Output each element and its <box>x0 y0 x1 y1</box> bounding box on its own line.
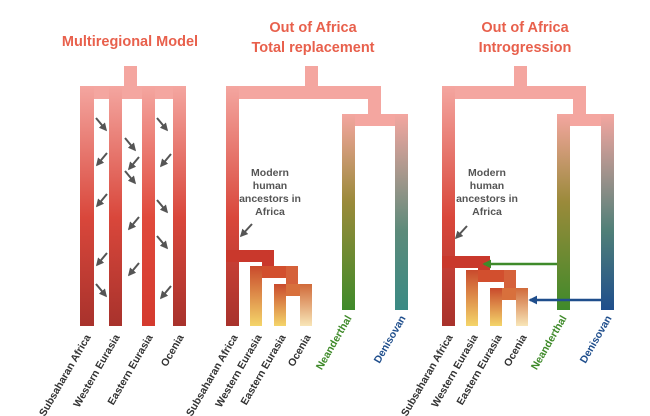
panel-3-title-line-2: Introgression <box>479 40 572 56</box>
down-left-arrow-icon <box>239 223 253 238</box>
lineage-western-eurasia <box>109 86 122 326</box>
eurasia-split-bar <box>466 270 516 282</box>
down-left-arrow-icon <box>127 216 140 231</box>
down-right-arrow-icon <box>156 199 169 214</box>
tree-root-bar <box>80 86 186 99</box>
introgression-tree <box>442 66 614 326</box>
annotation-line-3: ancestors in <box>239 193 301 205</box>
leaf-label-subsaharan-africa: Subsaharan Africa <box>37 332 94 416</box>
archaic-split-bar <box>557 114 613 126</box>
panel-2-title-line-1: Out of Africa <box>269 20 357 36</box>
leaf-label-neanderthal: Neanderthal <box>314 313 355 372</box>
lineage-subsaharan-africa <box>226 86 239 326</box>
annotation-line-2: human <box>253 180 287 192</box>
down-left-arrow-icon <box>95 252 108 267</box>
panel-3-annotation: Modern human ancestors in Africa <box>454 167 518 240</box>
lineage-eastern-eurasia <box>142 86 155 326</box>
down-right-arrow-icon <box>95 117 108 132</box>
tree-root-bar <box>226 86 380 99</box>
lineage-subsaharan-africa <box>80 86 94 326</box>
leaf-label-ocenia: Ocenia <box>502 332 530 368</box>
panel-3-title-line-1: Out of Africa <box>481 20 569 36</box>
panel-2-annotation: Modern human ancestors in Africa <box>239 167 301 238</box>
down-left-arrow-icon <box>127 156 140 171</box>
panel-total-replacement: Out of Africa Total replacement Modern h… <box>184 20 409 416</box>
panel-1-title: Multiregional Model <box>62 34 198 50</box>
tree-root-stem <box>124 66 137 92</box>
down-right-arrow-icon <box>156 235 169 250</box>
down-right-arrow-icon <box>156 117 169 132</box>
down-left-arrow-icon <box>454 225 468 240</box>
down-right-arrow-icon <box>124 170 137 185</box>
archaic-stem <box>573 86 586 120</box>
lineage-neanderthal <box>342 114 355 310</box>
annotation-line-4: Africa <box>255 206 285 218</box>
down-left-arrow-icon <box>95 193 108 208</box>
tree-root-stem <box>305 66 318 92</box>
lineage-ocenia <box>300 284 312 326</box>
lineage-subsaharan-africa <box>442 86 455 326</box>
replacement-tree <box>226 66 408 326</box>
panel-1-leaf-labels: Subsaharan Africa Western Eurasia Easter… <box>37 332 187 416</box>
panel-2-leaf-labels: Subsaharan Africa Western Eurasia Easter… <box>184 313 409 416</box>
annotation-line-1: Modern <box>251 167 289 179</box>
annotation-line-3: ancestors in <box>456 193 518 205</box>
tree-root-stem <box>514 66 527 92</box>
leaf-label-denisovan: Denisovan <box>578 314 615 366</box>
lineage-eastern-eurasia <box>274 284 286 326</box>
leaf-label-neanderthal: Neanderthal <box>529 313 570 372</box>
down-left-arrow-icon <box>159 153 172 168</box>
down-left-arrow-icon <box>95 152 108 167</box>
down-right-arrow-icon <box>124 137 137 152</box>
down-left-arrow-icon <box>127 262 140 277</box>
lineage-ocenia <box>173 86 186 326</box>
annotation-line-1: Modern <box>468 167 506 179</box>
lineage-neanderthal <box>557 114 570 310</box>
introgression-arrows <box>482 259 601 305</box>
modern-human-split-stem <box>262 250 274 270</box>
tree-root-bar <box>442 86 586 99</box>
archaic-split-bar <box>342 114 408 126</box>
lineage-eastern-eurasia <box>490 288 502 326</box>
lineage-denisovan <box>395 114 408 310</box>
annotation-line-4: Africa <box>472 206 502 218</box>
archaic-stem <box>368 86 381 120</box>
panel-multiregional: Multiregional Model <box>37 34 198 416</box>
panel-3-leaf-labels: Subsaharan Africa Western Eurasia Easter… <box>399 313 615 416</box>
lineage-denisovan <box>601 114 614 310</box>
eastern-split-stem <box>504 270 516 292</box>
panel-introgression: Out of Africa Introgression Modern hu <box>399 20 615 416</box>
lineage-western-eurasia <box>466 270 478 326</box>
panel-2-title-line-2: Total replacement <box>251 40 374 56</box>
lineage-ocenia <box>516 288 528 326</box>
leaf-label-denisovan: Denisovan <box>372 314 409 366</box>
lineage-western-eurasia <box>250 266 262 326</box>
leaf-label-ocenia: Ocenia <box>286 332 314 368</box>
leaf-label-ocenia: Ocenia <box>159 332 187 368</box>
down-left-arrow-icon <box>159 285 172 300</box>
down-right-arrow-icon <box>95 283 108 298</box>
eastern-split-stem <box>286 266 298 288</box>
annotation-line-2: human <box>470 180 504 192</box>
multiregional-tree <box>80 66 186 326</box>
gene-flow-arrows <box>95 117 172 300</box>
